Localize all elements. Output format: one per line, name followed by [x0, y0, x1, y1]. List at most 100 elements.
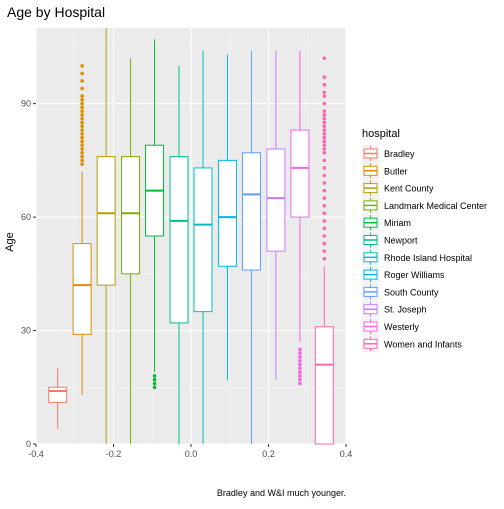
legend-label: Westerly — [384, 322, 419, 332]
outlier-point — [322, 56, 327, 61]
outlier-point — [80, 109, 84, 113]
outlier-point — [322, 241, 327, 246]
outlier-point — [322, 219, 327, 223]
outlier-point — [80, 98, 84, 102]
legend-item: Bradley — [362, 145, 415, 162]
legend-label: Rhode Island Hospital — [384, 253, 472, 263]
outlier-point — [322, 90, 327, 95]
outlier-point — [152, 377, 157, 382]
box-group — [314, 56, 334, 445]
outlier-point — [80, 162, 84, 166]
box — [169, 156, 189, 324]
y-axis-label: Age — [4, 232, 16, 252]
legend-label: Landmark Medical Center — [384, 201, 487, 211]
outlier-point — [298, 374, 302, 378]
outlier-point — [80, 158, 84, 163]
legend-item: Miriam — [362, 214, 411, 232]
legend-label: Newport — [384, 236, 418, 246]
y-tick-label: 30 — [21, 326, 31, 336]
outlier-point — [80, 79, 84, 83]
outlier-point — [322, 166, 327, 170]
outlier-point — [80, 120, 84, 125]
legend-item: Roger Williams — [362, 266, 445, 284]
outlier-point — [322, 158, 327, 163]
legend-item: Newport — [362, 231, 418, 249]
legend-title: hospital — [362, 128, 400, 140]
outlier-point — [322, 75, 327, 79]
y-tick-label: 0 — [26, 439, 31, 449]
outlier-point — [152, 374, 157, 378]
box — [241, 152, 261, 271]
box — [217, 159, 237, 267]
outlier-point — [152, 385, 157, 390]
legend-label: Roger Williams — [384, 270, 445, 280]
outlier-point — [322, 181, 327, 185]
outlier-point — [322, 188, 327, 193]
legend-label: Miriam — [384, 218, 411, 228]
box — [121, 156, 141, 275]
legend-label: Kent County — [384, 184, 434, 194]
outlier-point — [298, 355, 302, 359]
outlier-point — [80, 124, 84, 129]
outlier-point — [322, 101, 327, 106]
outlier-point — [322, 116, 327, 121]
outlier-point — [322, 249, 327, 253]
x-tick-label: -0.2 — [106, 449, 122, 459]
chart-title: Age by Hospital — [7, 4, 105, 20]
box — [290, 129, 310, 218]
outlier-point — [80, 132, 84, 136]
box-group — [290, 50, 310, 386]
outlier-point — [80, 143, 84, 148]
outlier-point — [298, 362, 302, 367]
box-group — [72, 64, 92, 395]
outlier-point — [80, 128, 84, 132]
outlier-point — [322, 147, 327, 151]
outlier-point — [80, 105, 84, 110]
legend-label: South County — [384, 287, 439, 297]
outlier-point — [322, 109, 327, 113]
outlier-point — [322, 234, 327, 238]
box-group — [96, 28, 116, 444]
outlier-point — [80, 151, 84, 155]
outlier-point — [298, 377, 302, 382]
outlier-point — [80, 135, 84, 140]
outlier-point — [298, 381, 302, 386]
y-tick-label: 90 — [21, 99, 31, 109]
outlier-point — [298, 351, 302, 356]
legend: hospital Bradley Butler Kent County Landmar… — [362, 128, 487, 353]
legend-label: St. Joseph — [384, 305, 427, 315]
axes: -0.4 -0.2 0.0 0.2 0.4 0 30 60 90 — [21, 99, 352, 459]
outlier-point — [322, 173, 327, 178]
box-group — [121, 58, 141, 444]
box — [96, 156, 116, 286]
outlier-point — [322, 196, 327, 200]
outlier-point — [80, 86, 84, 91]
outlier-point — [80, 147, 84, 151]
box-group — [217, 54, 237, 380]
outlier-point — [322, 139, 327, 144]
box — [266, 148, 286, 252]
legend-item: Butler — [362, 162, 408, 180]
box-group — [48, 368, 68, 429]
outlier-point — [322, 113, 327, 117]
outlier-point — [322, 132, 327, 136]
boxes — [48, 28, 334, 445]
outlier-point — [322, 94, 327, 98]
box-group — [266, 50, 286, 380]
legend-item: Women and Infants — [362, 335, 462, 353]
outlier-point — [80, 101, 84, 106]
outlier-point — [322, 120, 327, 125]
outlier-point — [298, 366, 302, 371]
legend-label: Butler — [384, 166, 408, 176]
x-tick-label: 0.2 — [262, 449, 275, 459]
outlier-point — [322, 124, 327, 129]
x-tick-label: 0.4 — [340, 449, 353, 459]
outlier-point — [322, 82, 327, 87]
outlier-point — [322, 256, 327, 261]
legend-item: Rhode Island Hospital — [362, 248, 472, 266]
x-tick-label: 0.0 — [185, 449, 198, 459]
box-group — [193, 50, 213, 444]
outlier-point — [298, 370, 302, 374]
x-tick-label: -0.4 — [28, 449, 44, 459]
outlier-point — [322, 211, 327, 216]
